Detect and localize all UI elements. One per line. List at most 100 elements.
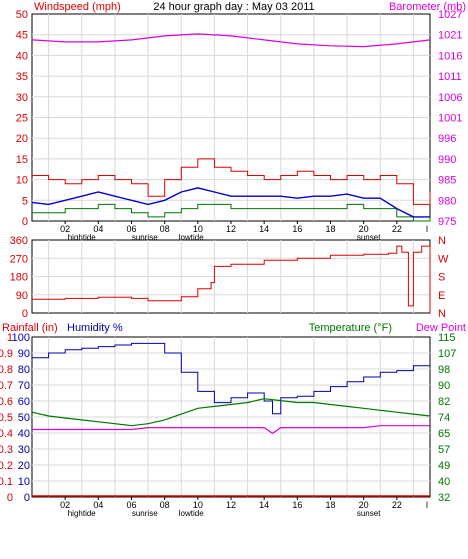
barometer-series [31, 33, 431, 48]
humidity-y-tick-label: 40 [18, 428, 30, 440]
dewpoint-series [32, 425, 430, 435]
temperature-y-tick-label: 57 [438, 444, 450, 456]
direction-y-tick-label: 0 [22, 308, 28, 320]
x-tick-label: 08 [160, 500, 170, 510]
x-tick-label-end: l [426, 224, 428, 234]
humidity-y-tick-label: 70 [18, 380, 30, 392]
humidity-y-tick-label: 30 [18, 444, 30, 456]
x-tick-label: 22 [392, 500, 402, 510]
event-label: sunset [357, 233, 381, 242]
x-tick-label: 22 [392, 224, 402, 234]
event-label: sunset [357, 509, 381, 518]
direction-y-tick-label: 360 [10, 235, 28, 247]
event-label: lowtide [179, 509, 204, 518]
temperature-y-tick-label: 90 [438, 380, 450, 392]
temperature-y-tick-label: 98 [438, 364, 450, 376]
wind-y-tick-label: 35 [16, 71, 28, 83]
wind-barometer-panel: 0 5 10 15 20 25 30 35 40 45 50 975 980 985 990 996 1001 1… [16, 9, 463, 242]
rain-y-tick-label: 0.2 [0, 460, 13, 472]
baro-y-tick-label: 1016 [438, 50, 462, 62]
rain-y-tick-label: 0.1 [0, 476, 13, 488]
rain-y-tick-label: 0.5 [0, 412, 13, 424]
x-tick-label: 08 [160, 224, 170, 234]
x-tick-label: 12 [226, 500, 236, 510]
baro-y-tick-label: 1021 [438, 30, 462, 42]
baro-y-tick-label: 1027 [438, 9, 462, 21]
wind-y-tick-label: 5 [22, 195, 28, 207]
wind-y-tick-label: 0 [22, 216, 28, 228]
chart-title: 24 hour graph day : May 03 2011 [153, 1, 314, 13]
temperature-y-tick-label: 115 [438, 332, 456, 344]
wind-low-series [32, 203, 431, 222]
humidity-y-tick-label: 0 [24, 492, 30, 504]
baro-y-tick-label: 1006 [438, 92, 462, 104]
x-tick-label: 12 [226, 224, 236, 234]
x-tick-label: 16 [292, 500, 302, 510]
compass-tick-label: W [438, 253, 449, 265]
event-label: hightide [68, 509, 97, 518]
wind-average-series [31, 187, 430, 218]
x-tick-label: 02 [60, 224, 70, 234]
wind-y-tick-label: 20 [16, 133, 28, 145]
temperature-y-tick-label: 49 [438, 460, 450, 472]
temperature-y-tick-label: 65 [438, 428, 450, 440]
humidity-y-tick-label: 50 [18, 412, 30, 424]
temperature-series [31, 398, 431, 427]
baro-y-tick-label: 980 [438, 195, 456, 207]
x-tick-label: 14 [259, 500, 269, 510]
x-tick-label-end: l [426, 500, 428, 510]
x-tick-label: 06 [126, 224, 136, 234]
x-tick-label: 14 [259, 224, 269, 234]
wind-gust-series [32, 158, 431, 205]
x-tick-label: 04 [93, 224, 103, 234]
compass-tick-label: N [438, 235, 446, 247]
compass-tick-label: E [438, 290, 445, 302]
rain-y-tick-label: 0.9 [0, 348, 13, 360]
wind-y-tick-label: 50 [16, 9, 28, 21]
direction-y-tick-label: 270 [10, 253, 28, 265]
temperature-y-tick-label: 32 [438, 492, 450, 504]
compass-tick-label: S [438, 272, 445, 284]
humidity-y-tick-label: 100 [12, 332, 30, 344]
humidity-y-tick-label: 10 [18, 476, 30, 488]
x-tick-label: 18 [325, 500, 335, 510]
event-label: hightide [68, 233, 97, 242]
temperature-y-tick-label: 40 [438, 476, 450, 488]
x-tick-label: 04 [93, 500, 103, 510]
dewpoint-axis-label: Dew Point [416, 322, 466, 334]
rain-y-tick-label: 0 [7, 492, 13, 504]
baro-y-tick-label: 990 [438, 154, 456, 166]
humidity-y-tick-label: 90 [18, 348, 30, 360]
baro-y-tick-label: 1001 [438, 113, 462, 125]
barometer-axis-label: Barometer (mb) [389, 1, 466, 13]
x-tick-label: 20 [359, 500, 369, 510]
rain-y-tick-label: 0.4 [0, 428, 13, 440]
temperature-axis-label: Temperature (°F) [309, 322, 392, 334]
wind-y-tick-label: 25 [16, 113, 28, 125]
x-tick-label: 02 [60, 500, 70, 510]
wind-direction-series [32, 245, 431, 313]
x-tick-label: 10 [193, 224, 203, 234]
event-label: sunrise [132, 509, 158, 518]
humidity-temperature-panel: 0 0 32 0.1 10 40 0.2 20 49 0.3 30 57 0.4 40 65 0.5 50 74 0… [0, 332, 456, 518]
rain-y-tick-label: 0.7 [0, 380, 13, 392]
temperature-y-tick-label: 107 [438, 348, 456, 360]
humidity-series [32, 342, 430, 415]
wind-y-tick-label: 10 [16, 175, 28, 187]
x-tick-label: 20 [359, 224, 369, 234]
x-tick-label: 06 [126, 500, 136, 510]
temperature-y-tick-label: 74 [438, 412, 450, 424]
rain-y-tick-label: 1 [7, 332, 13, 344]
windspeed-axis-label: Windspeed (mph) [34, 1, 121, 13]
baro-y-tick-label: 996 [438, 133, 456, 145]
baro-y-tick-label: 1011 [438, 71, 462, 83]
wind-y-tick-label: 40 [16, 50, 28, 62]
humidity-y-tick-label: 20 [18, 460, 30, 472]
wind-y-tick-label: 45 [16, 30, 28, 42]
compass-tick-label: N [438, 308, 446, 320]
baro-y-tick-label: 985 [438, 175, 456, 187]
wind-y-tick-label: 30 [16, 92, 28, 104]
baro-y-tick-label: 975 [438, 216, 456, 228]
